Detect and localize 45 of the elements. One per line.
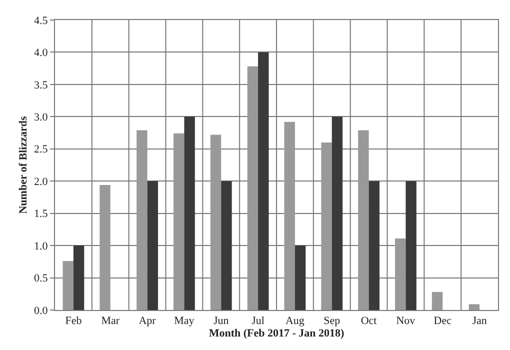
y-tick-label: 4.5 <box>34 14 48 27</box>
y-tick-label: 0.5 <box>34 272 48 285</box>
x-tick-label: Jul <box>252 315 264 328</box>
y-tick-label: 2.0 <box>34 176 48 188</box>
x-tick-label: Apr <box>138 315 156 328</box>
bar <box>73 246 84 310</box>
bar <box>294 246 306 310</box>
x-tick-label: Feb <box>65 315 82 328</box>
y-tick-label: 3.5 <box>34 79 48 92</box>
x-tick-label: Mar <box>101 315 120 328</box>
y-tick-label: 2.5 <box>34 144 48 156</box>
y-axis-title: Number of Blizzards <box>18 116 30 214</box>
x-tick-label: Sep <box>324 315 341 328</box>
bar <box>210 134 222 310</box>
bar <box>406 181 416 310</box>
bar <box>468 304 480 310</box>
x-tick-label: Jun <box>213 315 230 328</box>
bar <box>432 292 443 310</box>
y-tick-label: 0.0 <box>34 304 48 317</box>
bar <box>147 181 158 310</box>
bar <box>247 66 258 310</box>
x-tick-label: May <box>174 315 195 328</box>
bar <box>284 122 295 310</box>
x-axis-title: Month (Feb 2017 - Jan 2018) <box>208 327 345 340</box>
bar <box>100 184 110 310</box>
bar <box>368 181 380 310</box>
bar <box>136 130 148 310</box>
bar <box>184 116 195 310</box>
bar <box>321 142 332 310</box>
bar <box>332 116 343 310</box>
y-tick-label: 4.0 <box>34 47 48 60</box>
x-tick-label: Oct <box>360 315 377 328</box>
bar <box>395 238 406 310</box>
y-tick-label: 3.0 <box>34 112 48 124</box>
y-tick-label: 1.0 <box>34 240 48 252</box>
bar <box>358 130 369 310</box>
bar <box>258 52 269 310</box>
x-tick-label: Jan <box>472 315 488 328</box>
x-tick-label: Aug <box>285 315 305 328</box>
bar <box>174 133 184 310</box>
y-tick-label: 1.5 <box>34 208 48 220</box>
bar <box>221 181 232 310</box>
bar <box>62 261 74 310</box>
x-tick-label: Nov <box>396 315 416 328</box>
x-tick-label: Dec <box>434 315 452 328</box>
